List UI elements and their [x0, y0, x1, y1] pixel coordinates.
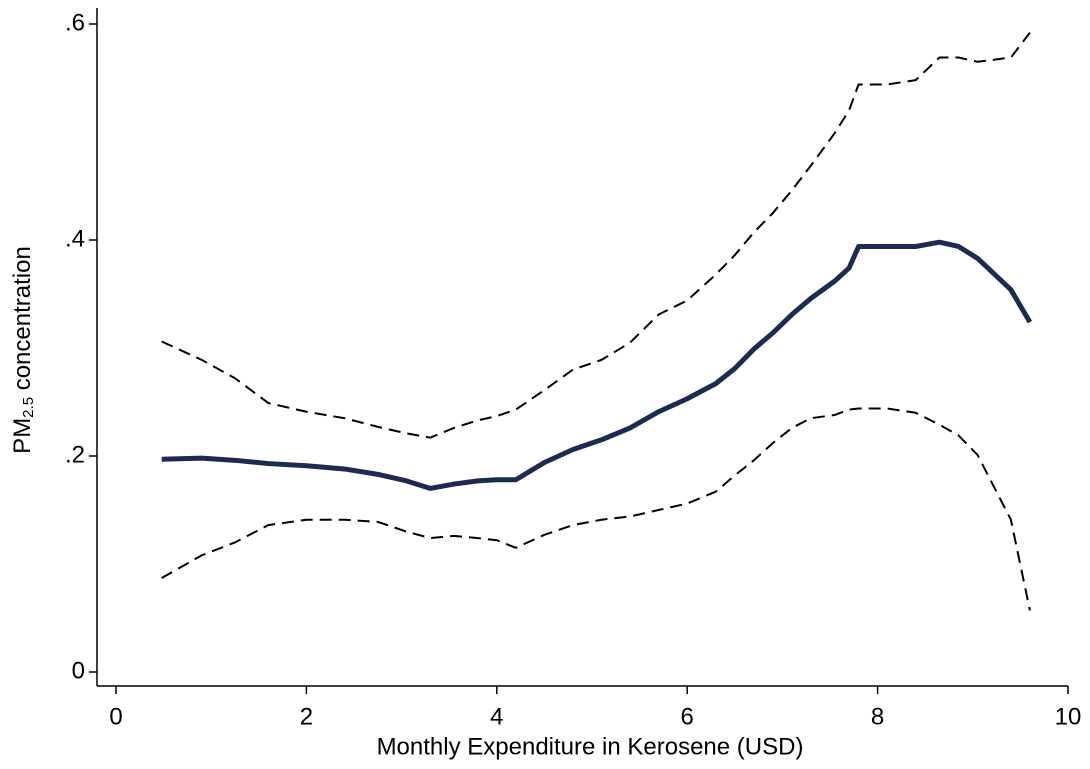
line — [161, 407, 1031, 611]
x-tick-label: 2 — [300, 703, 313, 730]
x-tick-label: 0 — [109, 703, 122, 730]
y-tick-label: .2 — [65, 441, 85, 468]
y-tick-label: 0 — [72, 657, 85, 684]
y-tick-label: .4 — [65, 225, 85, 252]
line — [161, 239, 1033, 491]
y-label-base: PM — [9, 418, 36, 454]
y-tick-label: .6 — [65, 9, 85, 36]
x-tick-label: 8 — [871, 703, 884, 730]
line — [161, 32, 1031, 439]
x-tick-label: 4 — [490, 703, 503, 730]
y-label-subscript: 2.5 — [20, 397, 37, 418]
y-label-rest: concentration — [9, 246, 36, 397]
x-tick-label: 10 — [1055, 703, 1082, 730]
x-tick-label: 6 — [681, 703, 694, 730]
x-axis-label: Monthly Expenditure in Kerosene (USD) — [377, 733, 804, 760]
y-axis-label: PM2.5 concentration — [9, 246, 37, 454]
